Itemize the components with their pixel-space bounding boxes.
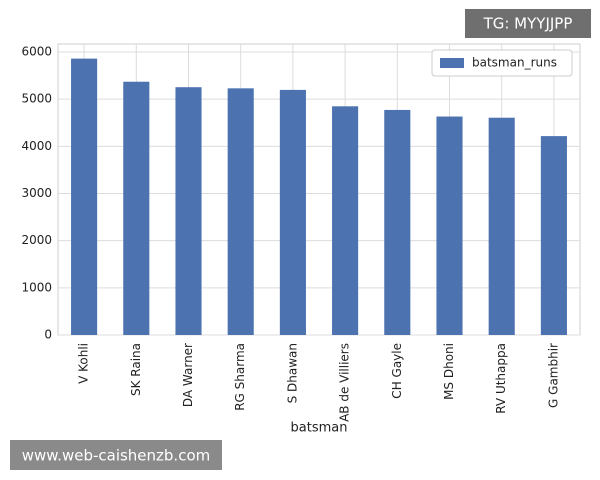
bar	[332, 106, 359, 335]
x-tick-label: MS Dhoni	[442, 343, 456, 400]
x-axis-label: batsman	[291, 421, 348, 436]
y-tick-label: 4000	[21, 139, 52, 153]
x-tick-label: S Dhawan	[285, 343, 299, 403]
x-tick-label: RV Uthappa	[494, 343, 508, 414]
watermark-box	[10, 440, 222, 470]
y-tick-label: 0	[44, 328, 52, 342]
y-tick-label: 3000	[21, 186, 52, 200]
y-tick-label: 2000	[21, 233, 52, 247]
x-tick-label: CH Gayle	[390, 343, 404, 399]
bar	[488, 117, 515, 335]
bar	[384, 109, 411, 335]
legend-swatch	[440, 58, 464, 68]
x-tick-label: AB de Villiers	[338, 343, 352, 422]
x-tick-label: G Gambhir	[546, 343, 560, 408]
bar	[279, 89, 306, 335]
bar	[540, 136, 567, 335]
watermark: www.web-caishenzb.com	[22, 447, 211, 465]
bar	[175, 87, 202, 336]
y-tick-label: 6000	[21, 45, 52, 59]
bar	[227, 88, 254, 336]
bar	[71, 58, 98, 335]
watermark: TG: MYYJJPP	[483, 15, 573, 33]
legend-box	[431, 49, 573, 77]
x-tick-label: SK Raina	[129, 343, 143, 396]
bar	[436, 116, 463, 335]
legend-label: batsman_runs	[472, 56, 557, 70]
x-tick-label: DA Warner	[181, 343, 195, 407]
x-tick-label: RG Sharma	[233, 343, 247, 411]
y-tick-label: 1000	[21, 280, 52, 294]
watermark-box	[465, 9, 591, 38]
bar	[123, 81, 150, 335]
x-tick-label: V Kohli	[77, 343, 91, 384]
y-tick-label: 5000	[21, 92, 52, 106]
